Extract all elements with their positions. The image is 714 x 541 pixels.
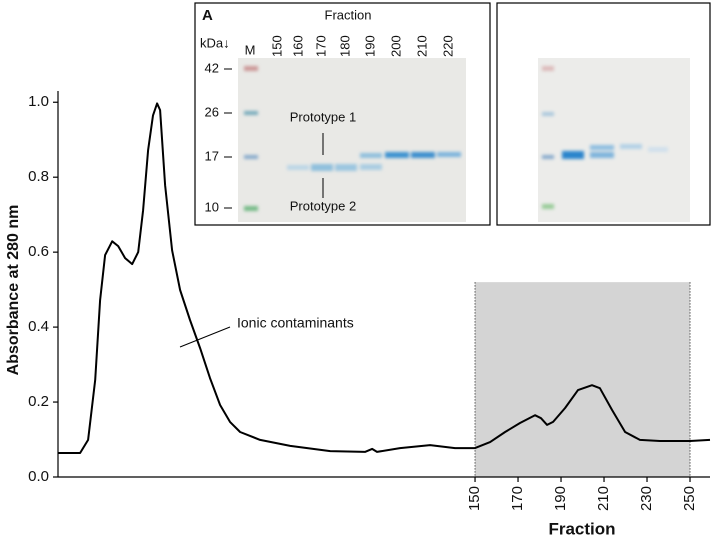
lane-label: 220 xyxy=(440,35,455,57)
lane-label: 200 xyxy=(388,35,403,57)
y-tick-label: 1.0 xyxy=(28,93,49,110)
gel-unit: kDa↓ xyxy=(200,35,230,50)
x-tick-label: 250 xyxy=(681,486,698,511)
panel-label: A xyxy=(202,7,213,24)
lane-label: M xyxy=(245,42,256,57)
gel-image xyxy=(538,58,690,222)
y-axis-label: Absorbance at 280 nm xyxy=(5,205,22,376)
y-tick-label: 0.4 xyxy=(28,318,49,335)
y-tick-label: 0.2 xyxy=(28,393,49,410)
x-tick-label: 170 xyxy=(509,486,526,511)
x-tick-label: 210 xyxy=(595,486,612,511)
x-axis-label: Fraction xyxy=(548,519,615,538)
marker-label: 17 xyxy=(205,148,219,163)
gel-image xyxy=(238,58,466,222)
lane-label: 160 xyxy=(290,35,305,57)
gel-annotation: Prototype 2 xyxy=(290,198,357,213)
marker-label: 26 xyxy=(205,104,219,119)
shaded-region xyxy=(475,282,691,477)
lane-label: 180 xyxy=(337,35,352,57)
x-tick-label: 150 xyxy=(466,486,483,511)
gel-annotation: Prototype 1 xyxy=(290,109,357,124)
lane-label: 170 xyxy=(313,35,328,57)
annotation: Ionic contaminants xyxy=(237,315,354,331)
lane-label: 210 xyxy=(414,35,429,57)
x-tick-label: 230 xyxy=(638,486,655,511)
gel-title: Fraction xyxy=(325,7,372,22)
y-tick-label: 0.6 xyxy=(28,243,49,260)
lane-label: 190 xyxy=(362,35,377,57)
gel-bands xyxy=(542,66,668,209)
annotation-leader xyxy=(179,326,231,348)
marker-label: 42 xyxy=(205,60,219,75)
lane-label: 150 xyxy=(269,35,284,57)
marker-label: 10 xyxy=(205,199,219,214)
gel-b xyxy=(496,2,711,226)
y-tick-label: 0.0 xyxy=(28,468,49,485)
data-line xyxy=(58,102,711,454)
y-tick-label: 0.8 xyxy=(28,168,49,185)
x-tick-label: 190 xyxy=(552,486,569,511)
